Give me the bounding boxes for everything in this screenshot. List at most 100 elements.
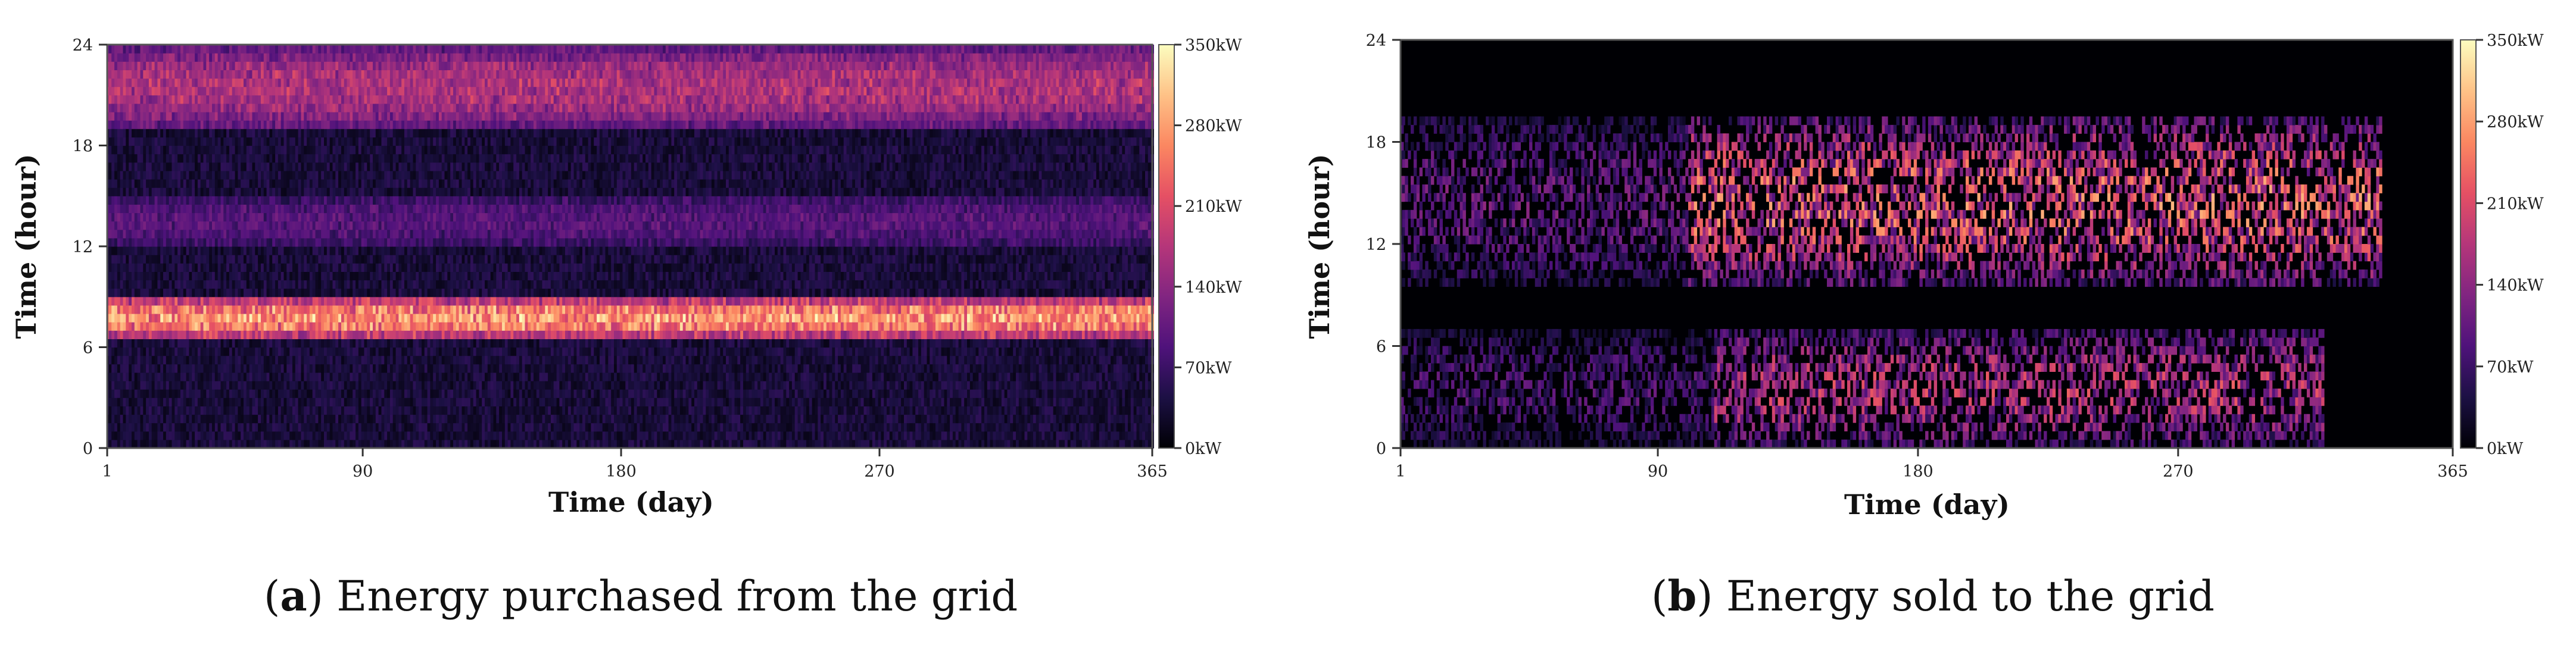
heatmap-cell: [223, 263, 226, 272]
heatmap-cell: [123, 213, 126, 222]
heatmap-cell: [149, 289, 152, 298]
heatmap-cell: [229, 204, 232, 213]
heatmap-cell: [201, 271, 204, 280]
heatmap-cell: [163, 129, 166, 137]
heatmap-cell: [209, 154, 212, 163]
heatmap-cell: [250, 397, 252, 406]
heatmap-cell: [135, 230, 138, 239]
heatmap-cell: [111, 104, 114, 112]
heatmap-cell: [157, 314, 160, 322]
heatmap-cell: [201, 289, 204, 298]
heatmap-cell: [252, 171, 255, 180]
heatmap-cell: [235, 389, 238, 398]
heatmap-cell: [126, 146, 129, 155]
heatmap-cell: [117, 397, 120, 406]
heatmap-cell: [212, 196, 215, 205]
heatmap-cell: [166, 271, 169, 280]
heatmap-cell: [155, 230, 158, 239]
heatmap-cell: [163, 389, 166, 398]
heatmap-cell: [226, 347, 229, 356]
heatmap-cell: [204, 53, 207, 62]
heatmap-cell: [166, 297, 169, 306]
heatmap-cell: [221, 120, 224, 129]
heatmap-cell: [108, 440, 111, 449]
heatmap-cell: [221, 381, 224, 390]
heatmap-cell: [129, 255, 132, 264]
heatmap-cell: [226, 423, 229, 432]
heatmap-cell: [241, 162, 244, 171]
heatmap-cell: [250, 440, 252, 449]
heatmap-cell: [146, 53, 149, 62]
heatmap-cell: [212, 415, 215, 424]
heatmap-cell: [149, 364, 152, 373]
heatmap-cell: [146, 305, 149, 314]
heatmap-cell: [138, 330, 141, 339]
heatmap-cell: [218, 440, 221, 449]
heatmap-cell: [247, 120, 250, 129]
heatmap-cell: [152, 196, 155, 205]
heatmap-cell: [123, 297, 126, 306]
heatmap-cell: [111, 112, 114, 121]
heatmap-cell: [123, 305, 126, 314]
heatmap-cell: [201, 221, 204, 230]
heatmap-cell: [229, 112, 232, 121]
heatmap-cell: [218, 154, 221, 163]
heatmap-cell: [232, 112, 235, 121]
heatmap-cell: [189, 196, 192, 205]
heatmap-cell: [172, 297, 175, 306]
heatmap-cell: [244, 431, 247, 440]
heatmap-cell: [244, 364, 247, 373]
heatmap-cell: [186, 70, 189, 79]
heatmap-cell: [206, 356, 209, 365]
heatmap-cell: [138, 45, 141, 54]
heatmap-cell: [152, 289, 155, 298]
heatmap-cell: [166, 314, 169, 322]
heatmap-cell: [250, 347, 252, 356]
heatmap-cell: [138, 440, 141, 449]
heatmap-cell: [252, 187, 255, 196]
heatmap-cell: [166, 213, 169, 222]
heatmap-cell: [163, 221, 166, 230]
heatmap-cell: [174, 263, 177, 272]
heatmap-cell: [252, 95, 255, 104]
heatmap-cell: [141, 330, 144, 339]
heatmap-cell: [166, 120, 169, 129]
heatmap-cell: [120, 146, 123, 155]
heatmap-cell: [163, 154, 166, 163]
heatmap-cell: [223, 137, 226, 146]
heatmap-cell: [209, 146, 212, 155]
heatmap-cell: [252, 204, 255, 213]
heatmap-cell: [192, 271, 195, 280]
heatmap-cell: [149, 389, 152, 398]
heatmap-cell: [209, 431, 212, 440]
heatmap-cell: [163, 204, 166, 213]
heatmap-cell: [114, 431, 117, 440]
heatmap-cell: [229, 330, 232, 339]
heatmap-cell: [143, 397, 146, 406]
heatmap-cell: [160, 356, 163, 365]
heatmap-cell: [157, 146, 160, 155]
heatmap-cell: [123, 280, 126, 289]
heatmap-cell: [215, 196, 218, 205]
heatmap-cell: [218, 104, 221, 112]
heatmap-cell: [258, 204, 261, 213]
heatmap-cell: [192, 347, 195, 356]
heatmap-cell: [146, 255, 149, 264]
heatmap-cell: [255, 356, 258, 365]
heatmap-cell: [186, 381, 189, 390]
heatmap-cell: [229, 339, 232, 347]
heatmap-cell: [183, 79, 186, 87]
heatmap-cell: [218, 381, 221, 390]
heatmap-cell: [209, 196, 212, 205]
heatmap-cell: [221, 280, 224, 289]
heatmap-cell: [221, 397, 224, 406]
heatmap-cell: [163, 53, 166, 62]
heatmap-cell: [201, 330, 204, 339]
heatmap-cell: [111, 238, 114, 247]
heatmap-cell: [226, 171, 229, 180]
heatmap-cell: [212, 406, 215, 415]
heatmap-cell: [152, 187, 155, 196]
heatmap-cell: [160, 171, 163, 180]
heatmap-cell: [157, 440, 160, 449]
heatmap-cell: [117, 356, 120, 365]
